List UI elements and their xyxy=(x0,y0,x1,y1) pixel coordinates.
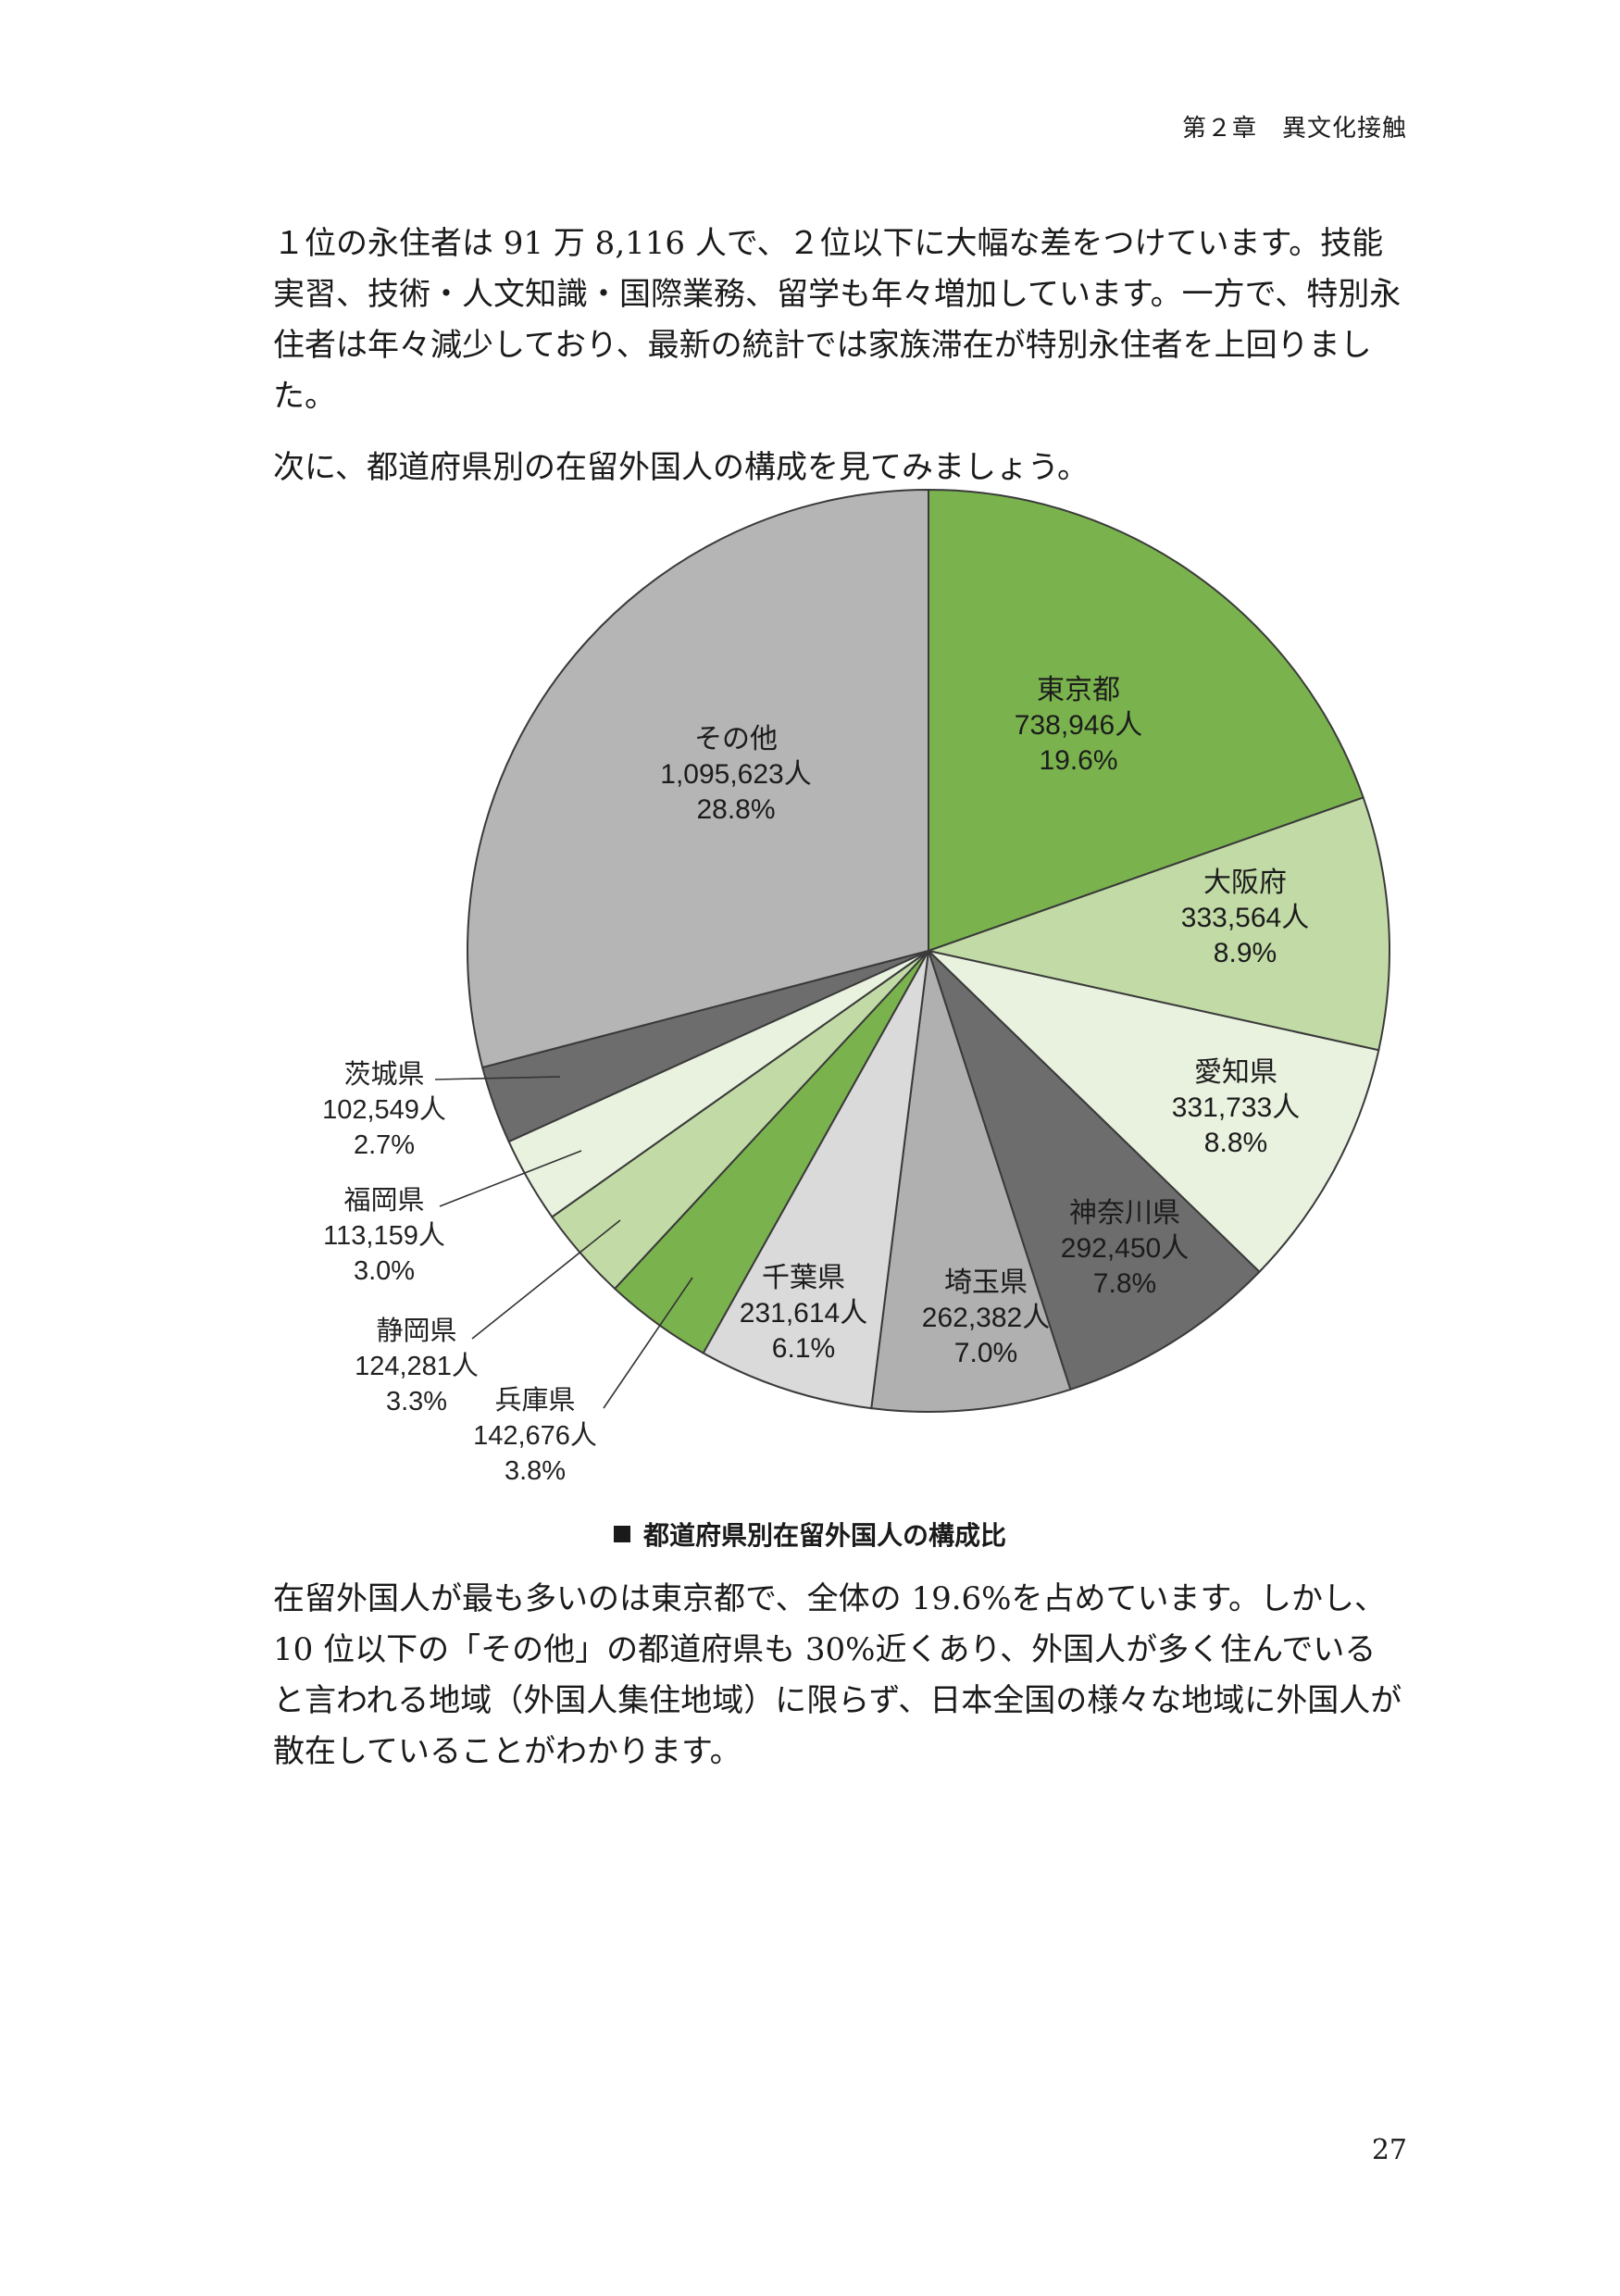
pie-label-hyogo: 兵庫県 142,676人 3.8% xyxy=(473,1385,597,1486)
chart-caption: 都道府県別在留外国人の構成比 xyxy=(0,1516,1620,1553)
pie-label-osaka: 大阪府 333,564人 8.9% xyxy=(1181,867,1309,968)
pie-slice-aichi xyxy=(925,949,1380,1274)
pie-slice-kanagawa xyxy=(928,950,1261,1391)
pie-label-ibaraki: 茨城県 102,549人 2.7% xyxy=(322,1059,446,1160)
page-number: 27 xyxy=(1371,2134,1407,2166)
pie-label-kanagawa: 神奈川県 292,450人 7.8% xyxy=(1061,1198,1189,1299)
pie-slice-osaka xyxy=(925,796,1390,1052)
pie-label-tokyo: 東京都 738,946人 19.6% xyxy=(1015,675,1142,776)
leader-line-hyogo xyxy=(603,1277,693,1409)
chapter-header: 第２章 異文化接触 xyxy=(1181,115,1407,143)
pie-label-shizuoka: 静岡県 124,281人 3.3% xyxy=(355,1316,479,1416)
leader-line-shizuoka xyxy=(471,1219,621,1340)
chart-caption-text: 都道府県別在留外国人の構成比 xyxy=(642,1520,1006,1551)
pie-label-fukuoka: 福岡県 113,159人 3.0% xyxy=(323,1185,445,1286)
caption-square-icon xyxy=(613,1526,630,1542)
leader-line-fukuoka xyxy=(439,1150,582,1207)
pie-slice-saitama xyxy=(870,950,1072,1413)
pie-label-aichi: 愛知県 331,733人 8.8% xyxy=(1172,1057,1300,1158)
paragraph-2: 次に、都道府県別の在留外国人の構成を見てみましょう。 xyxy=(273,449,1089,486)
pie-label-chiba: 千葉県 231,614人 6.1% xyxy=(740,1263,867,1364)
paragraph-1: １位の永住者は 91 万 8,116 人で、２位以下に大幅な差をつけています。技… xyxy=(273,225,1402,415)
pie-slice-other xyxy=(467,488,929,1069)
paragraph-3: 在留外国人が最も多いのは東京都で、全体の 19.6%を占めています。しかし、10… xyxy=(273,1580,1402,1770)
pie-label-saitama: 埼玉県 262,382人 7.0% xyxy=(922,1267,1050,1368)
prefecture-pie-chart: 東京都 738,946人 19.6% 大阪府 333,564人 8.9% 愛知県 331,73… xyxy=(322,488,1390,1486)
leader-line-ibaraki xyxy=(434,1076,561,1080)
pie-label-other: その他 1,095,623人 28.8% xyxy=(660,724,811,825)
pie-slice-chiba xyxy=(702,950,929,1410)
